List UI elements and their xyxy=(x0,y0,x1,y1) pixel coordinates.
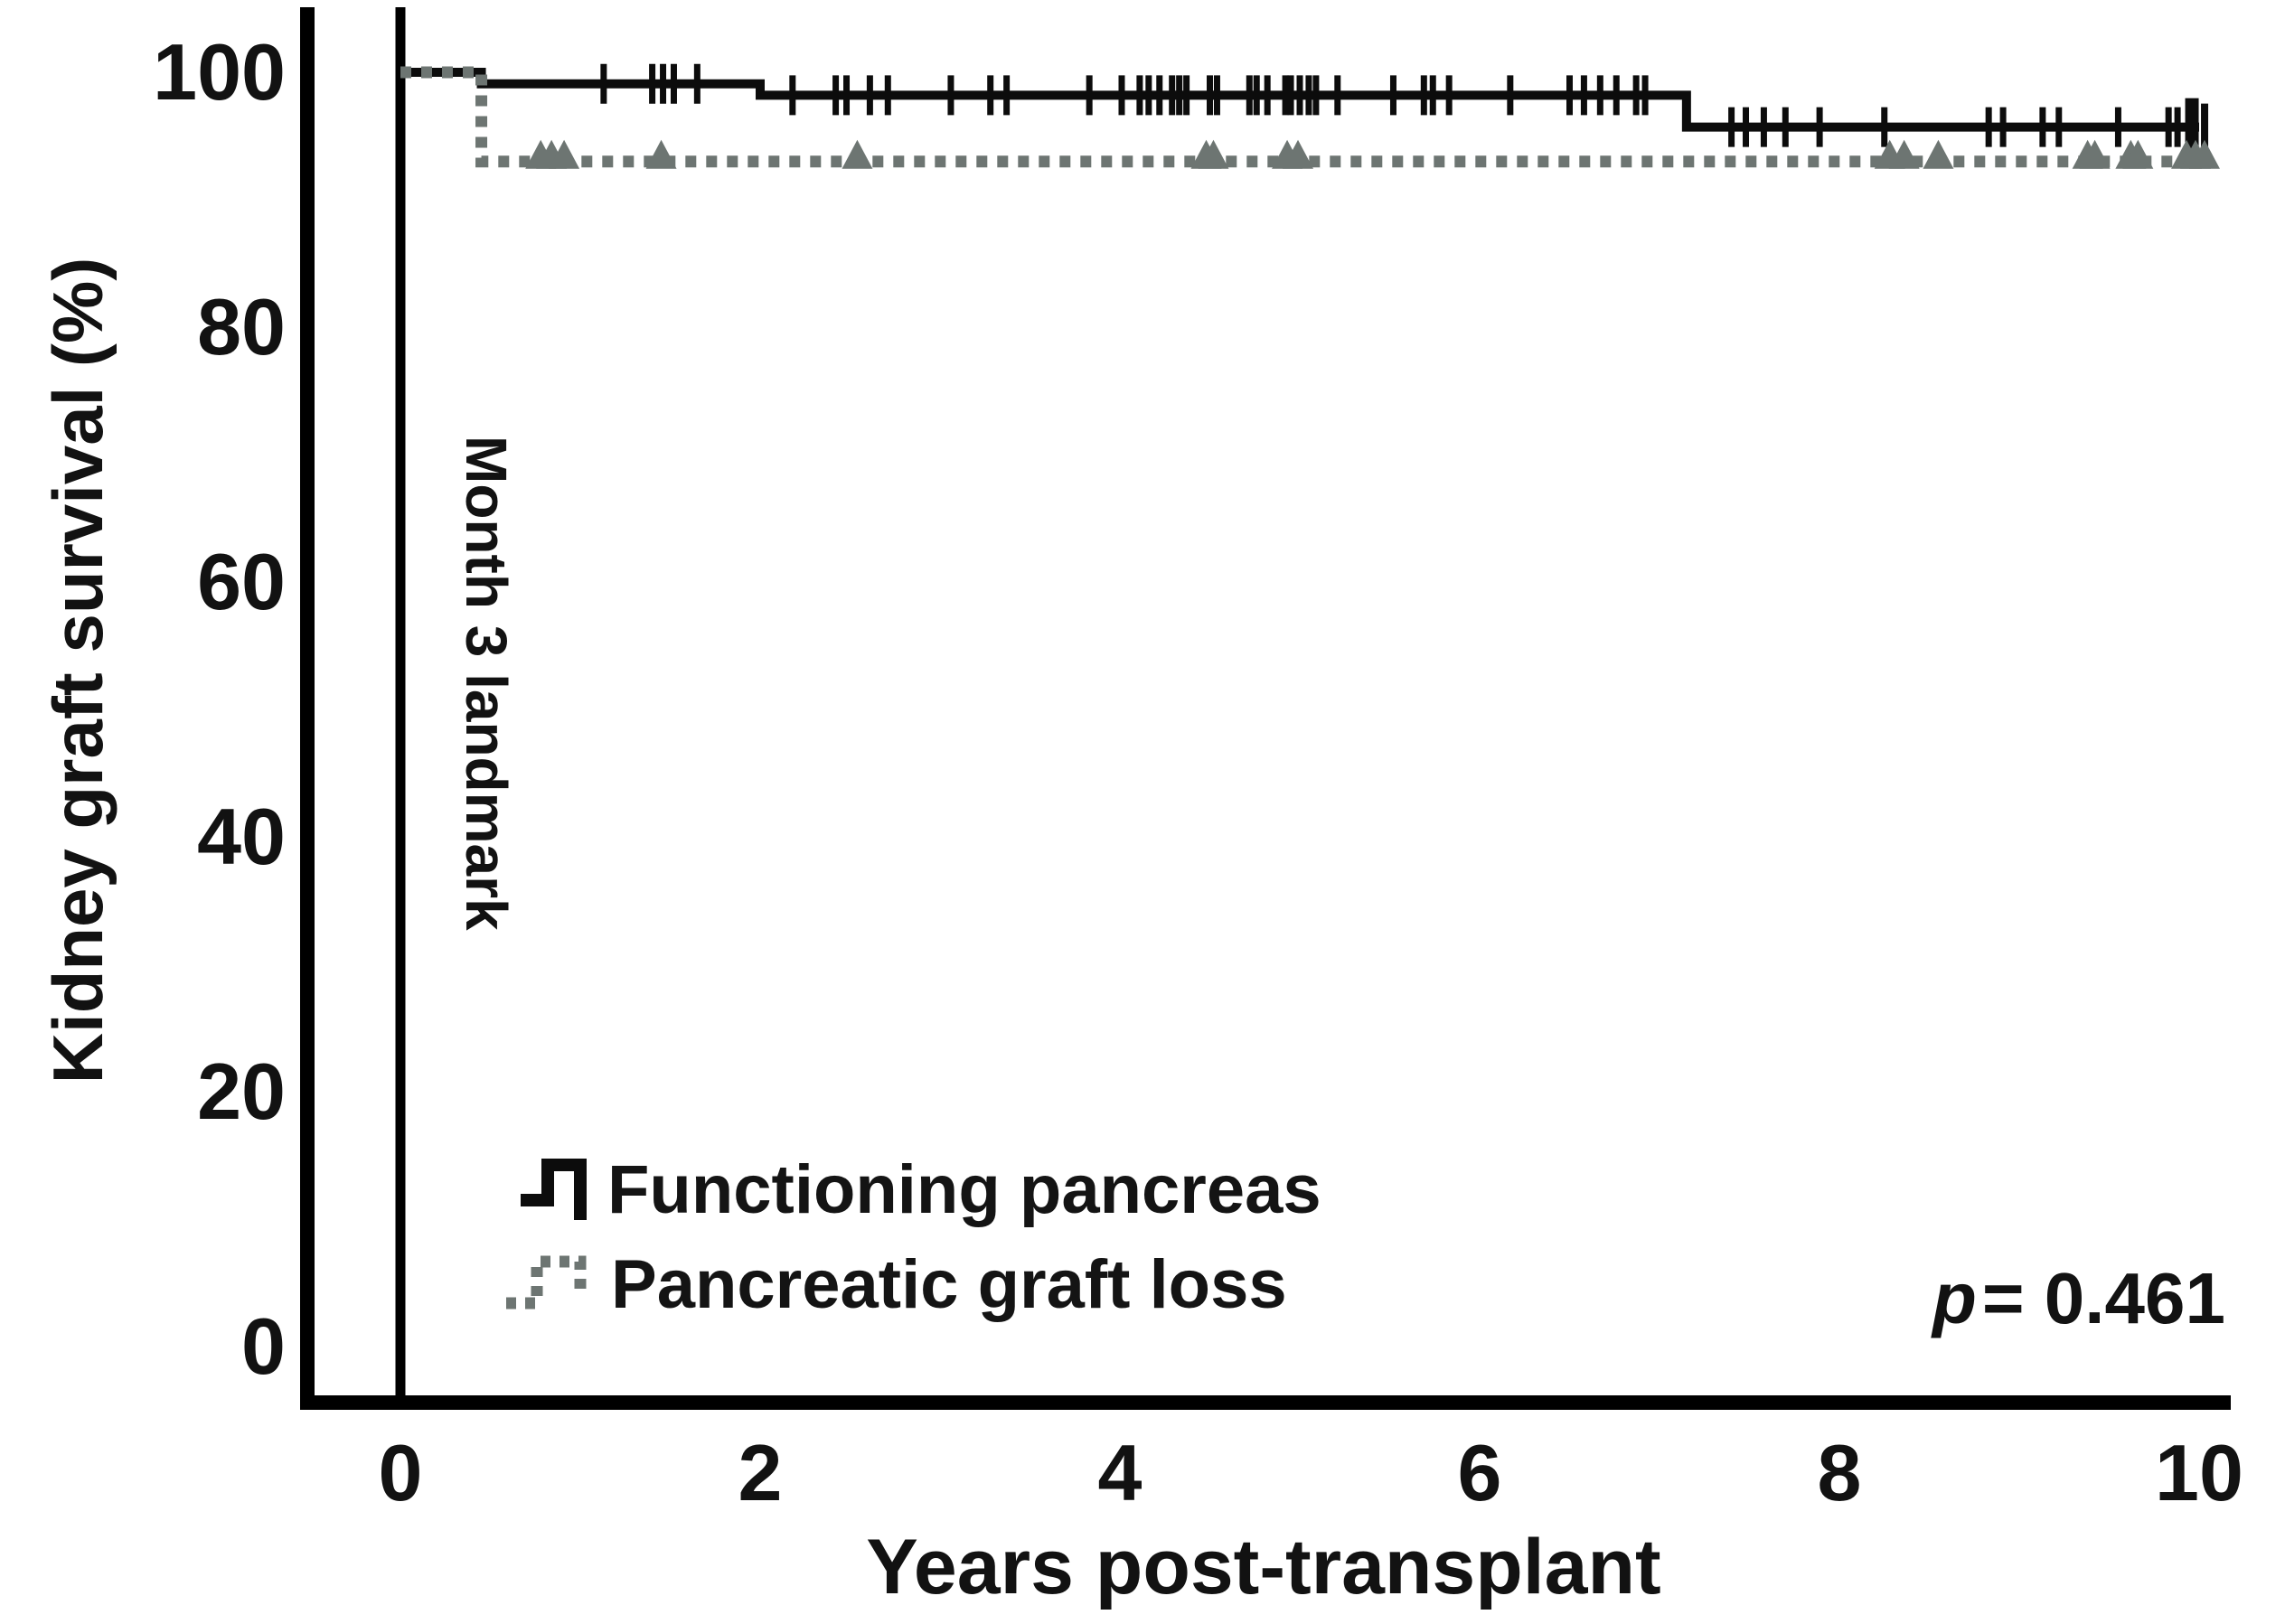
y-tick-label: 0 xyxy=(241,1301,286,1391)
x-axis-title: Years post-transplant xyxy=(866,1524,1661,1610)
censor-triangle xyxy=(2079,139,2111,169)
y-tick-label: 100 xyxy=(153,27,286,117)
legend-item-functioning-pancreas: Functioning pancreas xyxy=(517,1153,1321,1227)
legend-label-solid: Functioning pancreas xyxy=(607,1151,1321,1228)
p-value-annotation: p= 0.461 xyxy=(1932,1263,2225,1335)
censor-triangle xyxy=(842,139,873,169)
x-tick-label: 10 xyxy=(2155,1428,2243,1517)
censor-triangle xyxy=(1923,139,1954,169)
dotted-step-line-icon xyxy=(506,1255,587,1310)
censor-triangle xyxy=(1198,139,1229,169)
y-tick-label: 80 xyxy=(197,282,286,371)
censor-triangle xyxy=(1283,139,1314,169)
y-axis-title: Kidney graft survival (%) xyxy=(38,257,118,1084)
x-tick-label: 8 xyxy=(1817,1428,1862,1517)
p-symbol: p xyxy=(1932,1258,1977,1338)
y-tick-label: 40 xyxy=(197,792,286,881)
censor-triangle xyxy=(2188,139,2220,169)
legend-label-dotted: Pancreatic graft loss xyxy=(611,1246,1287,1323)
x-tick-label: 0 xyxy=(378,1428,423,1517)
p-value-text: = 0.461 xyxy=(1981,1258,2225,1338)
censor-triangle xyxy=(549,139,580,169)
x-tick-label: 2 xyxy=(738,1428,783,1517)
censor-triangle xyxy=(1888,139,1920,169)
dotted-survival-curve xyxy=(400,66,2208,168)
landmark-annotation: Month 3 landmark xyxy=(454,436,519,931)
x-tick-label: 4 xyxy=(1097,1428,1142,1517)
legend-item-pancreatic-graft-loss: Pancreatic graft loss xyxy=(504,1247,1287,1323)
x-tick-label: 6 xyxy=(1457,1428,1502,1517)
solid-step-line-icon xyxy=(521,1159,587,1220)
censor-triangle xyxy=(645,139,677,169)
y-tick-label: 60 xyxy=(197,537,286,626)
y-tick-label: 20 xyxy=(197,1047,286,1136)
censor-triangle xyxy=(2122,139,2154,169)
solid-survival-curve xyxy=(400,68,2199,132)
